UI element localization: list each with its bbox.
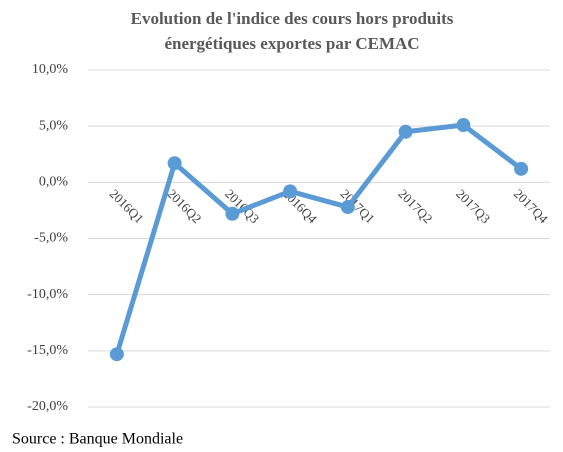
data-point [514,161,529,176]
data-point [340,200,355,215]
y-tick-label: 10,0% [32,62,69,77]
data-point [167,156,182,171]
y-tick-label: 5,0% [39,118,69,133]
y-tick-label: -10,0% [27,287,68,302]
y-tick-label: -15,0% [27,343,68,358]
y-tick-label: 0,0% [39,175,69,190]
chart-title: énergétiques exportes par CEMAC [164,34,419,53]
data-point [456,118,471,133]
data-point [109,347,124,362]
source-note: Source : Banque Mondiale [12,431,183,448]
data-line [114,122,523,355]
y-tick-label: -5,0% [34,231,68,246]
x-tick-label: 2016Q2 [164,186,204,226]
x-tick-label: 2017Q3 [453,186,493,226]
data-point [225,206,240,221]
x-tick-label: 2017Q4 [511,186,552,227]
x-tick-label: 2017Q2 [395,186,435,226]
chart-title: Evolution de l'indice des cours hors pro… [131,9,454,28]
data-point [398,124,413,139]
data-point [283,184,298,199]
y-tick-label: -20,0% [27,399,68,414]
x-tick-label: 2016Q1 [107,186,147,226]
